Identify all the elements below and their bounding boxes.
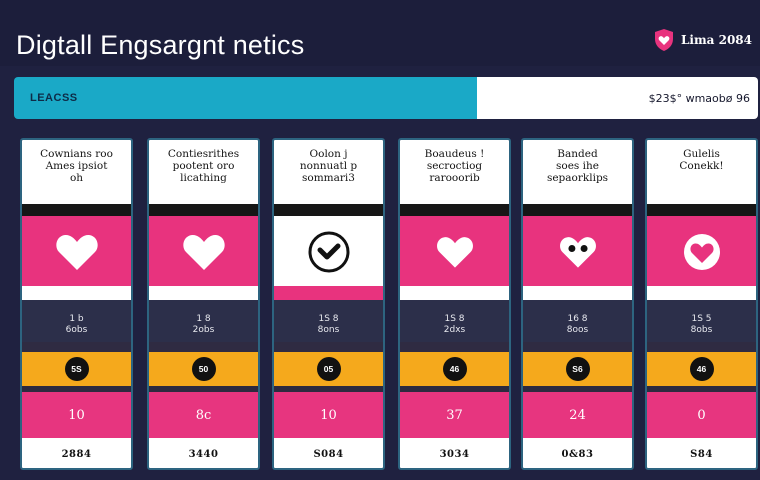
- card-title: Oolon j nonnuatl p sommari3: [274, 140, 383, 204]
- card-title: Gulelis Conekk!: [647, 140, 756, 204]
- check-circle-icon: [308, 231, 349, 273]
- card-title: Contiesrithes pootent oro licathing: [149, 140, 258, 204]
- card-spacer: [647, 342, 756, 352]
- card-spacer: [274, 386, 383, 392]
- engagement-card[interactable]: Boaudeus ! secroctiog rarooorib 1S 8 2dx…: [398, 138, 511, 470]
- card-divider: [22, 286, 131, 300]
- card-icon-area: [523, 216, 632, 288]
- card-value: 24: [523, 392, 632, 438]
- heart-icon: [182, 234, 225, 270]
- card-icon-area: [149, 216, 258, 288]
- card-footer: S84: [647, 438, 756, 468]
- card-footer: 3034: [400, 438, 509, 468]
- card-icon-area: [647, 216, 756, 288]
- card-value: 10: [274, 392, 383, 438]
- card-spacer: [22, 342, 131, 352]
- card-badge: 46: [689, 357, 714, 381]
- card-divider: [149, 286, 258, 300]
- card-spacer: [22, 386, 131, 392]
- stat-value: $23$° wmaobø 96: [648, 91, 750, 105]
- header-bar: Digtall Engsargnt netics Lima 2084: [0, 0, 760, 66]
- card-value: 8c: [149, 392, 258, 438]
- card-spacer: [400, 342, 509, 352]
- card-icon-area: [274, 216, 383, 288]
- card-divider: [647, 286, 756, 300]
- heart-icon: [436, 237, 473, 268]
- card-title: Boaudeus ! secroctiog rarooorib: [400, 140, 509, 204]
- card-spacer: [647, 386, 756, 392]
- engagement-card[interactable]: Oolon j nonnuatl p sommari3 1S 8 8ons 05…: [272, 138, 385, 470]
- engagement-card[interactable]: Contiesrithes pootent oro licathing 1 8 …: [147, 138, 260, 470]
- card-divider: [274, 204, 383, 216]
- card-title: Cownians roo Ames ipsiot oh: [22, 140, 131, 204]
- card-badge: 05: [316, 357, 341, 381]
- card-footer: 2884: [22, 438, 131, 468]
- card-badge-row: 5S: [22, 352, 131, 386]
- card-divider: [523, 286, 632, 300]
- card-spacer: [400, 386, 509, 392]
- card-icon-area: [22, 216, 131, 288]
- card-badge: 50: [191, 357, 216, 381]
- card-badge-row: 05: [274, 352, 383, 386]
- card-divider: [400, 286, 509, 300]
- card-divider: [647, 204, 756, 216]
- filter-tab[interactable]: LEACSS: [14, 77, 477, 119]
- card-footer: 0&83: [523, 438, 632, 468]
- card-value: 0: [647, 392, 756, 438]
- card-spacer: [523, 386, 632, 392]
- filter-row: LEACSS $23$° wmaobø 96: [14, 77, 758, 119]
- card-icon-area: [400, 216, 509, 288]
- card-footer: S084: [274, 438, 383, 468]
- card-value: 37: [400, 392, 509, 438]
- card-badge-row: 50: [149, 352, 258, 386]
- engagement-card[interactable]: Banded soes ihe sepaorklips 16 8 8oos S6…: [521, 138, 634, 470]
- heart-ring-icon: [683, 234, 720, 270]
- card-divider: [149, 204, 258, 216]
- card-value: 10: [22, 392, 131, 438]
- card-spacer: [149, 342, 258, 352]
- card-badge: S6: [565, 357, 590, 381]
- heart-eyes-icon: [559, 237, 596, 268]
- shield-heart-icon: [654, 29, 673, 51]
- engagement-card[interactable]: Gulelis Conekk! 1S 5 8obs 46 0 S84: [645, 138, 758, 470]
- card-spacer: [274, 342, 383, 352]
- card-badge: 5S: [64, 357, 89, 381]
- brand[interactable]: Lima 2084: [653, 28, 752, 52]
- stat-box: $23$° wmaobø 96: [477, 77, 758, 119]
- card-badge: 46: [442, 357, 467, 381]
- brand-label: Lima 2084: [680, 33, 752, 47]
- card-badge-row: 46: [400, 352, 509, 386]
- card-badge-row: 46: [647, 352, 756, 386]
- card-divider: [274, 286, 383, 300]
- card-title: Banded soes ihe sepaorklips: [523, 140, 632, 204]
- engagement-card[interactable]: Cownians roo Ames ipsiot oh 1 b 6obs 5S …: [20, 138, 133, 470]
- card-divider: [523, 204, 632, 216]
- engagement-cards: Cownians roo Ames ipsiot oh 1 b 6obs 5S …: [0, 138, 760, 480]
- page-title: Digtall Engsargnt netics: [16, 30, 305, 60]
- card-spacer: [149, 386, 258, 392]
- filter-tab-label: LEACSS: [30, 92, 78, 104]
- card-divider: [22, 204, 131, 216]
- card-badge-row: S6: [523, 352, 632, 386]
- card-divider: [400, 204, 509, 216]
- card-footer: 3440: [149, 438, 258, 468]
- card-spacer: [523, 342, 632, 352]
- heart-icon: [55, 234, 98, 270]
